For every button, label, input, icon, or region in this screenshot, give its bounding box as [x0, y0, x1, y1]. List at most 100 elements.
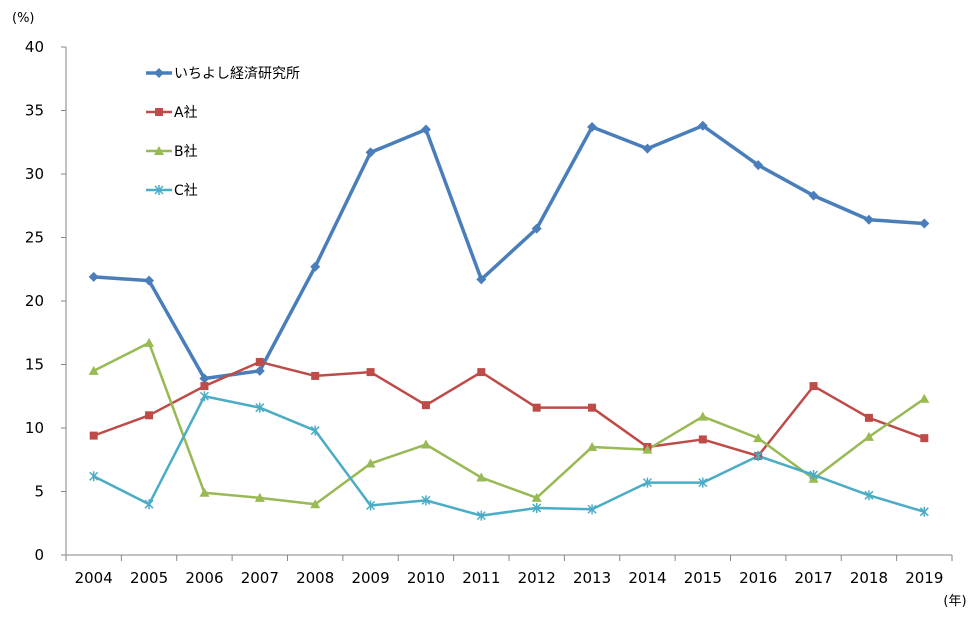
data-point — [531, 492, 542, 502]
data-point — [310, 425, 320, 436]
x-tick-label: 2010 — [407, 569, 445, 587]
axes: 0 5 10 15 20 25 30 35 40 2004 2005 2006 2007 2008 2009… — [25, 38, 953, 587]
data-point — [588, 403, 597, 412]
data-point — [199, 391, 209, 402]
y-tick-label: 0 — [34, 546, 44, 564]
data-point — [144, 499, 154, 510]
legend-marker — [154, 68, 164, 78]
x-tick-label: 2019 — [905, 569, 943, 587]
series-line-2 — [92, 360, 926, 458]
legend-label: C社 — [174, 183, 198, 199]
x-tick-label: 2016 — [739, 569, 777, 587]
legend-label: B社 — [174, 144, 198, 160]
data-point — [920, 434, 929, 443]
data-point — [809, 469, 819, 480]
data-point — [311, 371, 320, 380]
x-tick-label: 2008 — [296, 569, 334, 587]
data-point — [476, 274, 487, 285]
data-point — [420, 439, 431, 449]
data-point — [420, 124, 431, 135]
x-tick-label: 2007 — [241, 569, 279, 587]
data-point — [863, 431, 874, 441]
data-point — [310, 499, 321, 509]
y-tick-label: 5 — [34, 483, 44, 501]
data-point — [366, 500, 376, 511]
data-point — [88, 365, 99, 375]
data-point — [144, 275, 155, 286]
data-point — [254, 492, 265, 502]
legend: いちよし経済研究所 A社 B社 C社 — [146, 66, 300, 199]
x-tick-label: 2011 — [462, 569, 500, 587]
data-point — [531, 223, 542, 234]
y-tick-label: 35 — [25, 102, 44, 120]
series-line-3 — [92, 341, 926, 506]
data-point — [753, 433, 764, 443]
data-point — [697, 411, 708, 421]
x-tick-label: 2017 — [794, 569, 832, 587]
y-tick-label: 40 — [25, 38, 44, 56]
data-point — [200, 382, 209, 391]
data-point — [587, 504, 597, 515]
data-point — [255, 357, 264, 366]
data-point — [145, 411, 154, 420]
x-tick-label: 2004 — [75, 569, 113, 587]
legend-marker — [154, 185, 164, 195]
data-point — [753, 450, 763, 461]
y-tick-label: 25 — [25, 229, 44, 247]
y-axis-unit: (%) — [12, 11, 35, 26]
data-point — [144, 337, 155, 347]
data-point — [255, 402, 265, 413]
x-tick-label: 2012 — [518, 569, 556, 587]
legend-marker — [155, 108, 163, 116]
data-point — [864, 413, 873, 422]
data-point — [421, 495, 431, 506]
data-point — [919, 393, 930, 403]
data-point — [863, 214, 874, 225]
data-point — [88, 271, 99, 282]
data-point — [365, 458, 376, 468]
x-axis-unit: (年) — [943, 594, 966, 609]
y-tick-label: 20 — [25, 292, 44, 310]
series-markers — [88, 120, 930, 521]
data-point — [89, 431, 98, 440]
data-point — [421, 401, 430, 410]
legend-marker — [154, 146, 164, 155]
x-tick-label: 2006 — [185, 569, 223, 587]
data-point — [366, 368, 375, 377]
data-point — [587, 442, 598, 452]
data-point — [254, 365, 265, 376]
series-lines — [91, 123, 927, 517]
y-tick-label: 10 — [25, 419, 44, 437]
data-point — [476, 472, 487, 482]
x-tick-label: 2009 — [351, 569, 389, 587]
data-point — [89, 471, 99, 482]
data-point — [477, 368, 486, 377]
legend-label: いちよし経済研究所 — [174, 66, 300, 82]
data-point — [697, 120, 708, 131]
data-point — [919, 218, 930, 229]
data-point — [864, 490, 874, 501]
data-point — [642, 143, 653, 154]
x-tick-label: 2013 — [573, 569, 611, 587]
data-point — [587, 122, 598, 133]
data-point — [919, 506, 929, 517]
data-point — [698, 477, 708, 488]
x-tick-label: 2005 — [130, 569, 168, 587]
y-tick-label: 15 — [25, 356, 44, 374]
legend-label: A社 — [174, 105, 198, 121]
data-point — [808, 190, 819, 201]
series-line-4 — [92, 395, 926, 517]
data-point — [310, 261, 321, 272]
data-point — [476, 510, 486, 521]
x-tick-label: 2018 — [850, 569, 888, 587]
y-tick-label: 30 — [25, 165, 44, 183]
data-point — [809, 382, 818, 391]
data-point — [199, 373, 210, 384]
data-point — [365, 147, 376, 158]
data-point — [532, 503, 542, 514]
data-point — [642, 444, 653, 454]
x-tick-label: 2014 — [628, 569, 666, 587]
data-point — [199, 487, 210, 497]
data-point — [698, 435, 707, 444]
